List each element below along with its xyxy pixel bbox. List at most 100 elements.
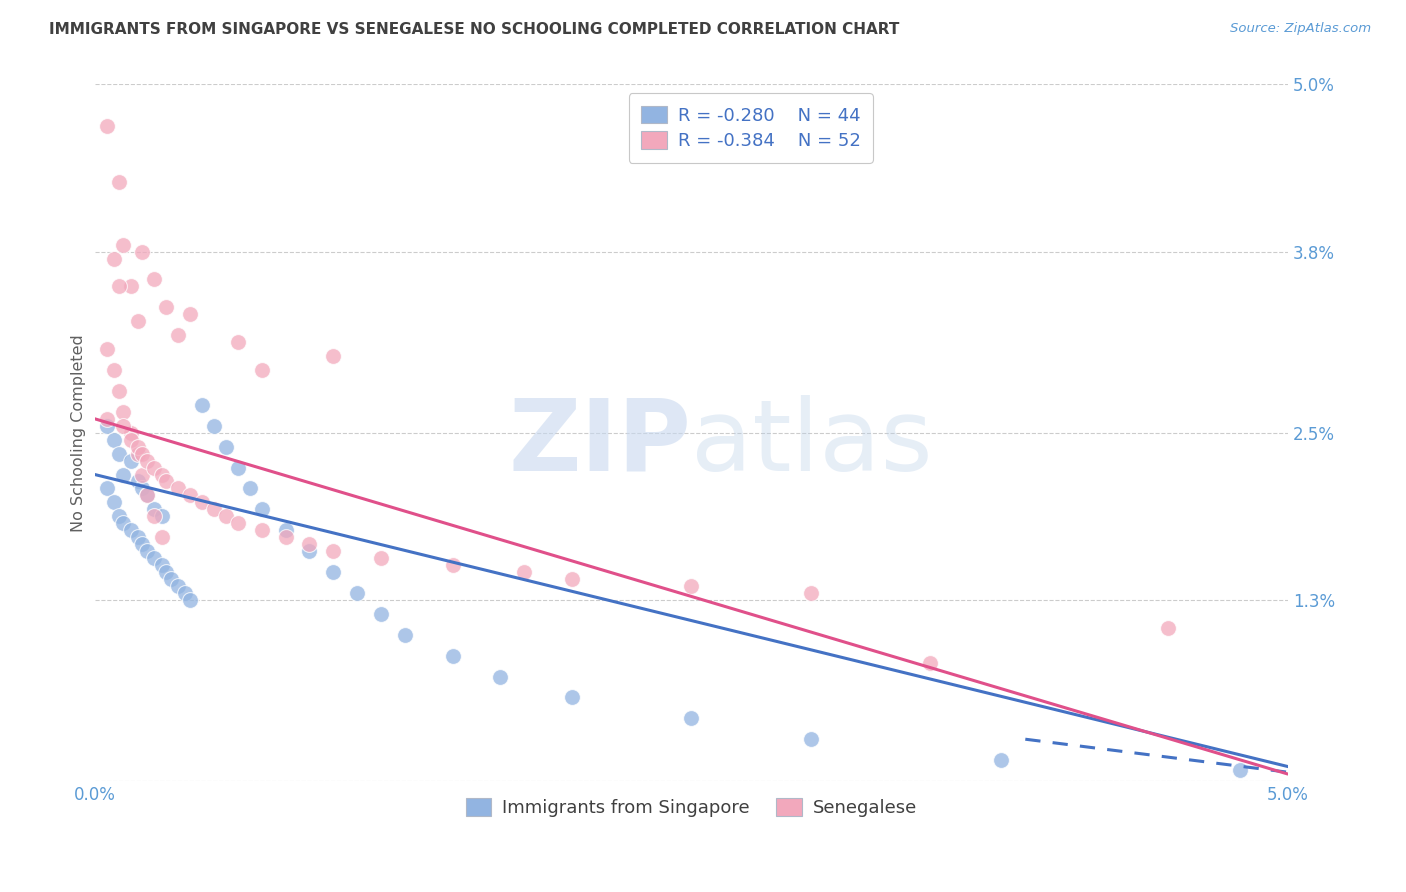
Point — [103, 363, 125, 377]
Point — [250, 363, 273, 377]
Point — [150, 530, 173, 544]
Point — [561, 690, 583, 705]
Point — [274, 530, 297, 544]
Point — [202, 502, 225, 516]
Point — [918, 656, 941, 670]
Point — [96, 482, 118, 496]
Point — [990, 753, 1012, 767]
Point — [143, 460, 166, 475]
Point — [681, 711, 703, 725]
Point — [215, 440, 238, 454]
Point — [112, 237, 135, 252]
Point — [112, 467, 135, 482]
Point — [191, 495, 214, 509]
Point — [322, 349, 344, 363]
Point — [167, 328, 190, 343]
Point — [107, 447, 129, 461]
Point — [513, 565, 536, 579]
Point — [120, 523, 142, 537]
Point — [112, 516, 135, 531]
Point — [143, 551, 166, 566]
Point — [96, 342, 118, 356]
Point — [1229, 763, 1251, 777]
Point — [799, 732, 821, 747]
Point — [136, 453, 159, 467]
Point — [150, 467, 173, 482]
Point — [131, 467, 153, 482]
Point — [96, 120, 118, 134]
Point — [96, 411, 118, 425]
Point — [370, 607, 392, 621]
Point — [150, 558, 173, 572]
Point — [202, 418, 225, 433]
Point — [107, 384, 129, 398]
Point — [127, 530, 149, 544]
Point — [155, 475, 177, 489]
Point — [226, 516, 249, 531]
Text: ZIP: ZIP — [509, 394, 692, 491]
Point — [160, 572, 183, 586]
Point — [112, 418, 135, 433]
Point — [167, 579, 190, 593]
Point — [127, 447, 149, 461]
Point — [155, 565, 177, 579]
Point — [127, 314, 149, 328]
Point — [799, 586, 821, 600]
Text: atlas: atlas — [692, 394, 932, 491]
Point — [143, 502, 166, 516]
Point — [298, 537, 321, 551]
Point — [174, 586, 197, 600]
Point — [394, 628, 416, 642]
Point — [120, 425, 142, 440]
Point — [322, 565, 344, 579]
Point — [143, 272, 166, 286]
Point — [191, 398, 214, 412]
Point — [1157, 621, 1180, 635]
Point — [441, 558, 464, 572]
Point — [250, 523, 273, 537]
Point — [370, 551, 392, 566]
Point — [346, 586, 368, 600]
Point — [441, 648, 464, 663]
Point — [131, 537, 153, 551]
Point — [322, 544, 344, 558]
Y-axis label: No Schooling Completed: No Schooling Completed — [72, 334, 86, 532]
Point — [143, 509, 166, 524]
Point — [136, 488, 159, 502]
Point — [103, 495, 125, 509]
Point — [167, 482, 190, 496]
Legend: Immigrants from Singapore, Senegalese: Immigrants from Singapore, Senegalese — [458, 791, 924, 824]
Point — [215, 509, 238, 524]
Point — [127, 475, 149, 489]
Point — [226, 335, 249, 350]
Point — [226, 460, 249, 475]
Point — [179, 488, 201, 502]
Point — [681, 579, 703, 593]
Point — [127, 440, 149, 454]
Point — [561, 572, 583, 586]
Point — [136, 544, 159, 558]
Point — [120, 279, 142, 293]
Point — [150, 509, 173, 524]
Point — [274, 523, 297, 537]
Point — [179, 307, 201, 321]
Point — [96, 418, 118, 433]
Point — [155, 301, 177, 315]
Text: IMMIGRANTS FROM SINGAPORE VS SENEGALESE NO SCHOOLING COMPLETED CORRELATION CHART: IMMIGRANTS FROM SINGAPORE VS SENEGALESE … — [49, 22, 900, 37]
Point — [239, 482, 262, 496]
Point — [120, 453, 142, 467]
Point — [489, 669, 512, 683]
Point — [131, 447, 153, 461]
Point — [179, 593, 201, 607]
Point — [298, 544, 321, 558]
Point — [112, 405, 135, 419]
Text: Source: ZipAtlas.com: Source: ZipAtlas.com — [1230, 22, 1371, 36]
Point — [131, 482, 153, 496]
Point — [131, 244, 153, 259]
Point — [103, 252, 125, 266]
Point — [107, 279, 129, 293]
Point — [136, 488, 159, 502]
Point — [250, 502, 273, 516]
Point — [107, 509, 129, 524]
Point — [107, 175, 129, 189]
